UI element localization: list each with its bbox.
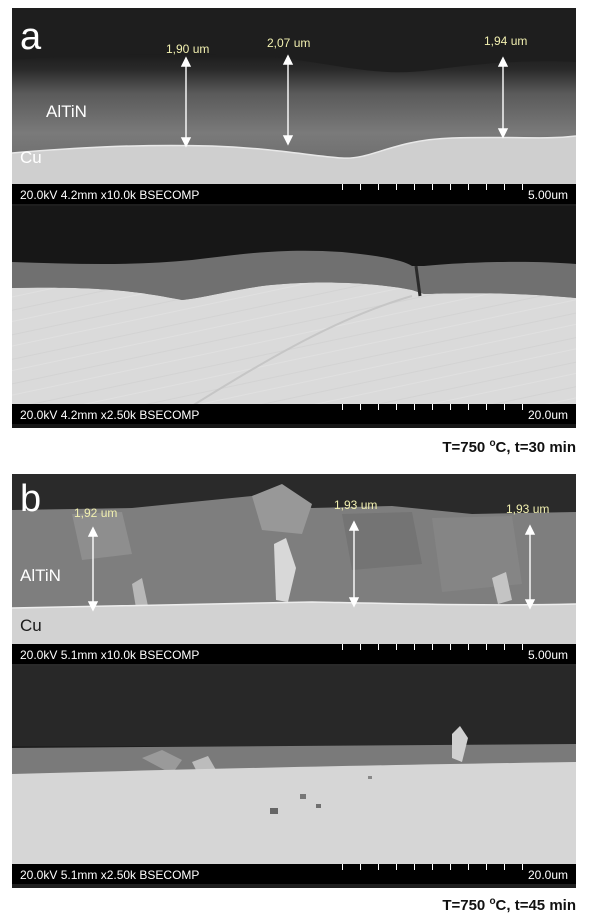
sem-info-bar: 20.0kV 4.2mm x2.50k BSECOMP 20.0um bbox=[12, 404, 576, 424]
sem-parameters: 20.0kV 4.2mm x2.50k BSECOMP bbox=[20, 408, 200, 422]
sem-parameters: 20.0kV 5.1mm x10.0k BSECOMP bbox=[20, 648, 200, 662]
thickness-measurement: 1,92 um bbox=[74, 506, 118, 520]
layer-label-altin: AlTiN bbox=[20, 566, 61, 585]
scale-bar-label: 20.0um bbox=[527, 868, 568, 882]
sem-micrograph-b-top bbox=[12, 474, 576, 666]
thickness-measurement: 1,94 um bbox=[484, 34, 528, 48]
scale-ticks bbox=[342, 864, 523, 872]
sem-micrograph-b-bottom bbox=[12, 666, 576, 888]
sem-parameters: 20.0kV 5.1mm x2.50k BSECOMP bbox=[20, 868, 200, 882]
scale-ticks bbox=[342, 644, 523, 652]
sem-image-b-bottom: 20.0kV 5.1mm x2.50k BSECOMP 20.0um bbox=[12, 666, 576, 888]
thickness-measurement: 1,93 um bbox=[334, 498, 378, 512]
condition-label-a: T=750 oC, t=30 min bbox=[442, 438, 576, 456]
sem-image-b-top: b AlTiN Cu 1,92 um 1,93 um 1,93 um 20.0k… bbox=[12, 474, 576, 666]
substrate-label-cu: Cu bbox=[20, 616, 42, 635]
sem-info-bar: 20.0kV 5.1mm x2.50k BSECOMP 20.0um bbox=[12, 864, 576, 884]
scale-bar-label: 20.0um bbox=[527, 408, 568, 422]
scale-bar-label: 5.00um bbox=[527, 648, 568, 662]
scale-ticks bbox=[342, 184, 523, 192]
thickness-measurement: 2,07 um bbox=[267, 36, 311, 50]
scale-ticks bbox=[342, 404, 523, 412]
sem-info-bar: 20.0kV 4.2mm x10.0k BSECOMP 5.00um bbox=[12, 184, 576, 204]
sem-micrograph-a-bottom bbox=[12, 206, 576, 428]
substrate-label-cu: Cu bbox=[20, 148, 42, 167]
sem-image-a-top: a AlTiN Cu 1,90 um 2,07 um 1,94 um 20.0k… bbox=[12, 8, 576, 206]
scale-bar-label: 5.00um bbox=[527, 188, 568, 202]
sem-image-a-bottom: 20.0kV 4.2mm x2.50k BSECOMP 20.0um bbox=[12, 206, 576, 428]
panel-letter-a: a bbox=[20, 16, 42, 58]
layer-label-altin: AlTiN bbox=[46, 102, 87, 121]
thickness-measurement: 1,90 um bbox=[166, 42, 210, 56]
sem-info-bar: 20.0kV 5.1mm x10.0k BSECOMP 5.00um bbox=[12, 644, 576, 664]
sem-micrograph-a-top bbox=[12, 8, 576, 206]
condition-label-b: T=750 oC, t=45 min bbox=[442, 896, 576, 914]
thickness-measurement: 1,93 um bbox=[506, 502, 550, 516]
sem-parameters: 20.0kV 4.2mm x10.0k BSECOMP bbox=[20, 188, 200, 202]
panel-letter-b: b bbox=[20, 478, 42, 520]
